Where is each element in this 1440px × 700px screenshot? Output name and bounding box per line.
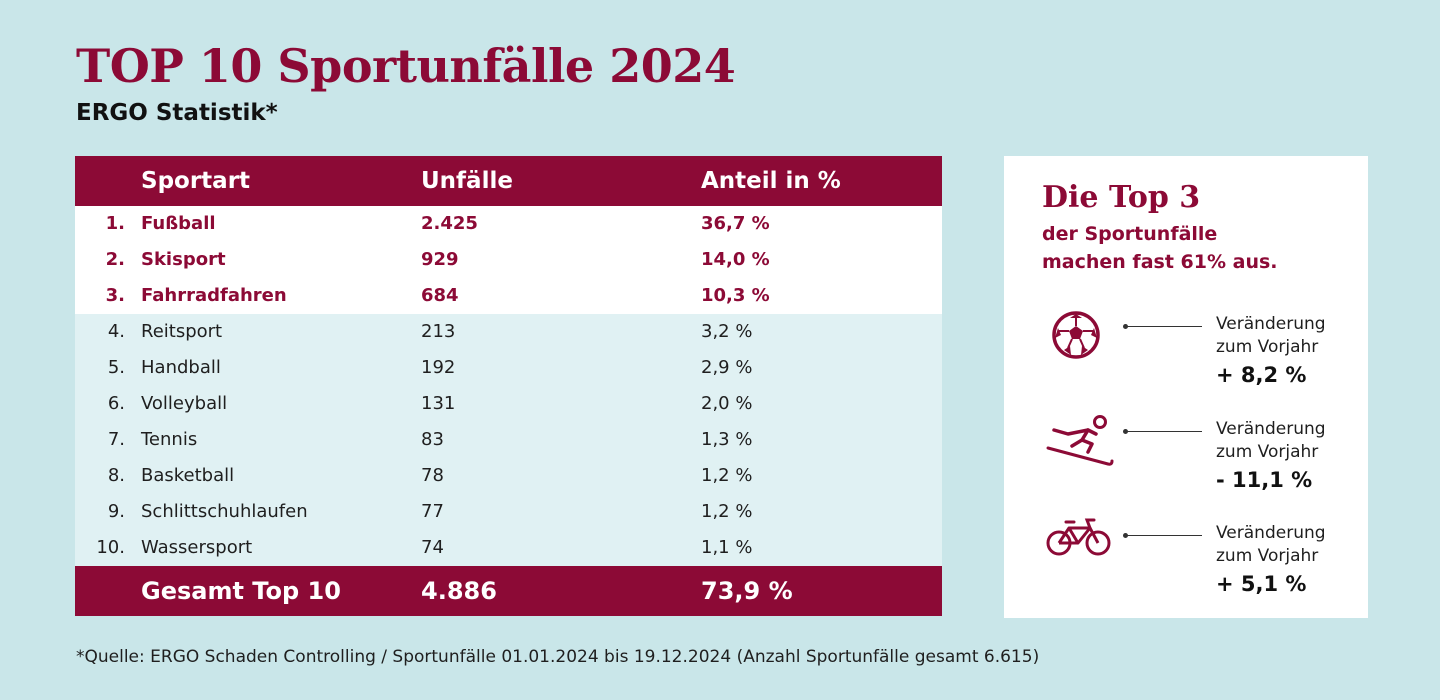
row-sport: Basketball xyxy=(141,465,235,486)
change-label: Veränderung xyxy=(1216,419,1326,439)
table-row: 2. Skisport 929 14,0 % xyxy=(75,242,942,278)
row-share: 2,0 % xyxy=(701,393,753,414)
row-sport: Fahrradfahren xyxy=(141,285,287,306)
connector-line xyxy=(1124,326,1202,327)
row-accidents: 78 xyxy=(421,465,444,486)
source-footnote: *Quelle: ERGO Schaden Controlling / Spor… xyxy=(76,647,1040,667)
row-sport: Wassersport xyxy=(141,537,253,558)
change-value: + 8,2 % xyxy=(1216,363,1307,387)
row-rank: 2. xyxy=(105,249,125,270)
row-accidents: 77 xyxy=(421,501,444,522)
row-rank: 8. xyxy=(107,465,125,486)
table-row: 5. Handball 192 2,9 % xyxy=(75,350,942,386)
total-share: 73,9 % xyxy=(701,577,793,605)
change-value: + 5,1 % xyxy=(1216,572,1307,596)
total-label: Gesamt Top 10 xyxy=(141,577,341,605)
row-accidents: 929 xyxy=(421,249,459,270)
row-share: 36,7 % xyxy=(701,213,770,234)
table-row: 4. Reitsport 213 3,2 % xyxy=(75,314,942,350)
row-sport: Tennis xyxy=(141,429,198,450)
row-accidents: 2.425 xyxy=(421,213,478,234)
soccer-ball-icon xyxy=(1052,311,1100,359)
change-label-sub: zum Vorjahr xyxy=(1216,442,1319,462)
row-sport: Fußball xyxy=(141,213,216,234)
accident-table: Sportart Unfälle Anteil in % 1. Fußball 2.… xyxy=(75,156,942,616)
row-rank: 3. xyxy=(105,285,125,306)
row-share: 10,3 % xyxy=(701,285,770,306)
column-header-sport: Sportart xyxy=(141,168,251,194)
change-label: Veränderung xyxy=(1216,523,1326,543)
row-rank: 7. xyxy=(107,429,125,450)
row-sport: Skisport xyxy=(141,249,226,270)
page-title: TOP 10 Sportunfälle 2024 xyxy=(76,39,736,93)
row-accidents: 684 xyxy=(421,285,459,306)
row-accidents: 74 xyxy=(421,537,444,558)
table-row: 10. Wassersport 74 1,1 % xyxy=(75,530,942,566)
row-accidents: 192 xyxy=(421,357,456,378)
bicycle-icon xyxy=(1046,518,1111,556)
row-share: 14,0 % xyxy=(701,249,770,270)
row-share: 3,2 % xyxy=(701,321,753,342)
change-item-soccer: Veränderung zum Vorjahr + 8,2 % xyxy=(1004,309,1368,399)
row-accidents: 213 xyxy=(421,321,456,342)
change-item-cycling: Veränderung zum Vorjahr + 5,1 % xyxy=(1004,518,1368,608)
row-share: 2,9 % xyxy=(701,357,753,378)
table-body: 1. Fußball 2.425 36,7 % 2. Skisport 929 14,0 % 3… xyxy=(75,206,942,566)
table-row: 3. Fahrradfahren 684 10,3 % xyxy=(75,278,942,314)
table-total-row: Gesamt Top 10 4.886 73,9 % xyxy=(75,566,942,616)
page-subtitle: ERGO Statistik* xyxy=(76,100,278,126)
row-sport: Handball xyxy=(141,357,221,378)
top3-panel: Die Top 3 der Sportunfälle machen fast 6… xyxy=(1004,156,1368,618)
panel-subtitle-line2: machen fast 61% aus. xyxy=(1042,251,1278,273)
change-label-sub: zum Vorjahr xyxy=(1216,546,1319,566)
table-header: Sportart Unfälle Anteil in % xyxy=(75,156,942,206)
row-sport: Reitsport xyxy=(141,321,223,342)
row-rank: 5. xyxy=(107,357,125,378)
change-label: Veränderung xyxy=(1216,314,1326,334)
row-share: 1,1 % xyxy=(701,537,753,558)
column-header-accidents: Unfälle xyxy=(421,168,513,194)
row-share: 1,2 % xyxy=(701,465,753,486)
row-rank: 4. xyxy=(107,321,125,342)
table-row: 1. Fußball 2.425 36,7 % xyxy=(75,206,942,242)
row-accidents: 131 xyxy=(421,393,456,414)
row-sport: Volleyball xyxy=(141,393,228,414)
table-row: 6. Volleyball 131 2,0 % xyxy=(75,386,942,422)
row-share: 1,2 % xyxy=(701,501,753,522)
connector-line xyxy=(1124,535,1202,536)
column-header-share: Anteil in % xyxy=(701,168,841,194)
row-rank: 10. xyxy=(96,537,125,558)
connector-line xyxy=(1124,431,1202,432)
row-sport: Schlittschuhlaufen xyxy=(141,501,308,522)
change-item-skiing: Veränderung zum Vorjahr - 11,1 % xyxy=(1004,414,1368,504)
row-share: 1,3 % xyxy=(701,429,753,450)
panel-subtitle-line1: der Sportunfälle xyxy=(1042,223,1218,245)
row-accidents: 83 xyxy=(421,429,444,450)
skier-icon xyxy=(1046,415,1114,466)
row-rank: 1. xyxy=(105,213,125,234)
row-rank: 6. xyxy=(107,393,125,414)
change-value: - 11,1 % xyxy=(1216,468,1313,492)
row-rank: 9. xyxy=(107,501,125,522)
total-count: 4.886 xyxy=(421,577,497,605)
table-row: 9. Schlittschuhlaufen 77 1,2 % xyxy=(75,494,942,530)
table-row: 7. Tennis 83 1,3 % xyxy=(75,422,942,458)
table-row: 8. Basketball 78 1,2 % xyxy=(75,458,942,494)
panel-title: Die Top 3 xyxy=(1042,180,1201,215)
change-label-sub: zum Vorjahr xyxy=(1216,337,1319,357)
